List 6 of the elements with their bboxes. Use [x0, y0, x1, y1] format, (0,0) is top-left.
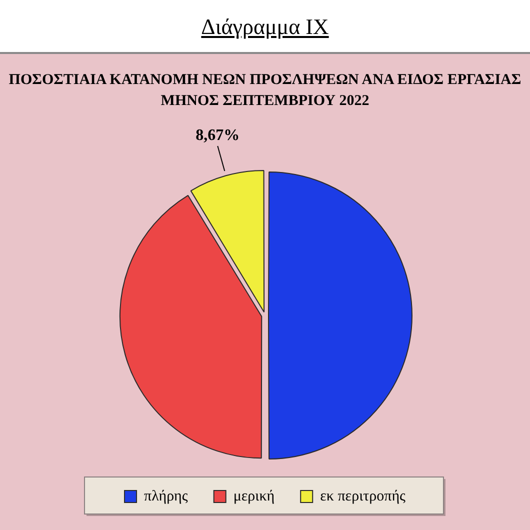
- data-label: 8,67%: [196, 127, 240, 144]
- chart-title: Διάγραμμα IX: [200, 14, 330, 40]
- legend-label: μερική: [233, 488, 275, 504]
- legend-label: πλήρης: [144, 488, 188, 504]
- legend-label: εκ περιτροπής: [320, 488, 406, 504]
- chart-subtitle: ΠΟΣΟΣΤΙΑΙΑ ΚΑΤΑΝΟΜΗ ΝΕΩΝ ΠΡΟΣΛΗΨΕΩΝ ΑΝΑ ΕΙΔΟΣ ΕΡΓΑΣΙΑΣ ΜΗΝΟΣ ΣΕΠΤΕΜΒΡΙΟΥ 2022: [8, 71, 522, 111]
